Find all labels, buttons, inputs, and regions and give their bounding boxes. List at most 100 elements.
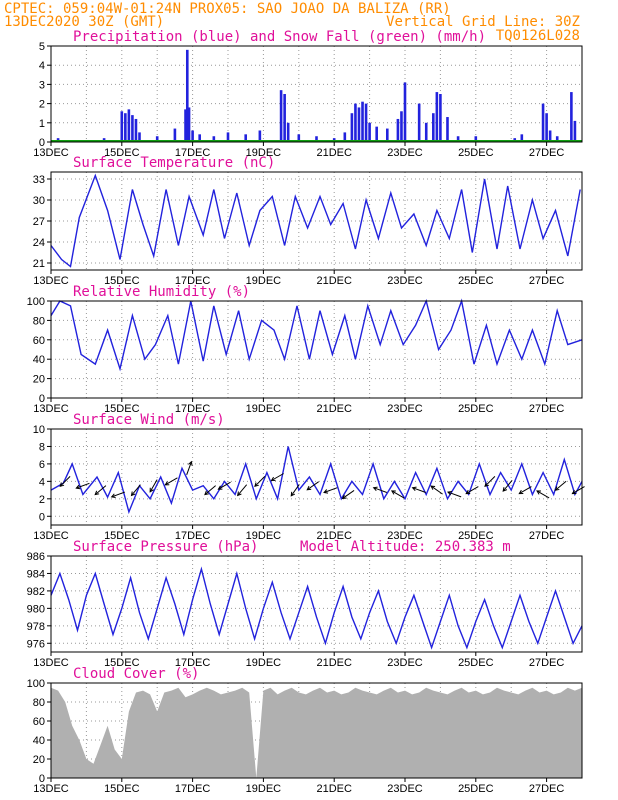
temp-line (50, 173, 581, 268)
precip-bar (400, 111, 403, 142)
wind-xtick-label: 27DEC (529, 530, 565, 542)
temp-xtick-label: 27DEC (529, 275, 565, 287)
cloud-ytick-label: 20 (33, 754, 45, 766)
wind-arrow-head (217, 485, 223, 490)
wind-arrow-head (518, 489, 524, 495)
pressure-xtick-label: 17DEC (175, 657, 211, 669)
wind-arrow-head (323, 489, 329, 494)
wind-arrow (391, 490, 405, 499)
wind-arrow-head (94, 490, 100, 496)
precip-bar (357, 107, 361, 142)
pressure-ytick-label: 980 (27, 603, 45, 615)
precip-bar (354, 103, 357, 142)
temp-ytick-label: 33 (33, 174, 45, 186)
rh-xtick-label: 27DEC (529, 403, 565, 415)
precip-bar (417, 103, 421, 142)
temp-xtick-label: 25DEC (458, 275, 494, 287)
temp-ytick-label: 30 (33, 195, 45, 207)
precip-xtick-label: 27DEC (529, 147, 565, 159)
precip-bar (131, 115, 134, 142)
precip-ytick-label: 0 (39, 137, 45, 149)
precip-title: Precipitation (blue) and Snow Fall (gree… (73, 29, 486, 45)
pressure-line (50, 566, 583, 650)
precip-bar (283, 94, 286, 142)
precip-xtick-label: 15DEC (104, 147, 140, 159)
pressure-ytick-label: 982 (27, 586, 45, 598)
rh-xtick-label: 13DEC (33, 403, 69, 415)
cloud-xtick-label: 23DEC (387, 783, 423, 795)
wind-arrow-head (254, 482, 259, 488)
wind-xtick-label: 13DEC (33, 530, 69, 542)
wind-arrow-head (130, 491, 136, 497)
rh-frame (50, 300, 583, 399)
wind-arrow (254, 476, 266, 487)
precip-bar (456, 136, 460, 142)
rh-ytick-label: 0 (39, 393, 45, 405)
precip-frame (50, 45, 583, 143)
wind-ytick-label: 8 (39, 441, 45, 453)
temp-xtick-label: 21DEC (316, 275, 352, 287)
precip-bar (548, 130, 552, 142)
pressure-ytick-label: 976 (27, 638, 45, 650)
wind-frame (50, 428, 583, 526)
precip-bar (120, 111, 124, 142)
precip-bar (396, 118, 400, 142)
temp-xtick-label: 19DEC (246, 275, 282, 287)
wind-arrow-head (110, 493, 116, 498)
temp-xtick-label: 15DEC (104, 275, 140, 287)
wind-xtick-label: 23DEC (387, 530, 423, 542)
wind-arrow-head (390, 490, 396, 495)
wind-arrow-head (536, 490, 542, 495)
wind-arrow-head (430, 485, 436, 490)
wind-arrow (536, 490, 550, 499)
precip-bar (520, 134, 524, 142)
rh-ytick-label: 80 (33, 315, 45, 327)
wind-arrow (323, 487, 338, 493)
cloud-ytick-label: 0 (39, 773, 45, 785)
precip-bar (424, 122, 428, 142)
wind-arrow (111, 491, 126, 498)
wind-ytick-label: 10 (33, 424, 45, 436)
pressure-xtick-label: 19DEC (246, 657, 282, 669)
temp-xtick-label: 17DEC (175, 275, 211, 287)
wind-arrow (59, 476, 71, 487)
precip-bar (198, 134, 201, 142)
wind-arrow-head (306, 485, 312, 491)
wind-xtick-label: 17DEC (175, 530, 211, 542)
precip-bar (368, 122, 371, 142)
wind-arrow-head (411, 486, 417, 492)
wind-arrow (465, 486, 479, 495)
header-station-line: CPTEC: 059:04W-01:24N PROX05: SAO JOAO D… (4, 1, 451, 17)
cloud-ytick-label: 60 (33, 716, 45, 728)
wind-arrow-head (204, 490, 209, 496)
wind-arrow (218, 481, 231, 490)
precip-bar (361, 101, 364, 142)
pressure-xtick-label: 23DEC (387, 657, 423, 669)
temp-ytick-label: 27 (33, 216, 45, 228)
precip-bar (439, 94, 442, 142)
precip-xtick-label: 17DEC (175, 147, 211, 159)
precip-bar (226, 132, 230, 142)
wind-arrow-head (236, 491, 242, 497)
precip-bar (187, 107, 191, 142)
wind-arrow-head (372, 486, 378, 492)
pressure-xtick-label: 15DEC (104, 657, 140, 669)
cloud-title: Cloud Cover (%) (73, 666, 199, 682)
wind-arrow-head (149, 487, 154, 493)
cloud-ytick-label: 40 (33, 735, 45, 747)
precip-bar (446, 117, 449, 142)
wind-ytick-label: 4 (39, 476, 45, 488)
wind-arrow (484, 476, 496, 487)
wind-arrow (306, 481, 319, 491)
cloud-xtick-label: 13DEC (33, 783, 69, 795)
pressure-ytick-label: 978 (27, 621, 45, 633)
wind-ytick-label: 6 (39, 459, 45, 471)
wind-arrow-head (502, 487, 508, 492)
header-date: 13DEC2020 30Z (GMT) (4, 14, 164, 30)
precip-bar (435, 92, 439, 142)
pressure-frame (50, 555, 583, 653)
rh-xtick-label: 21DEC (316, 403, 352, 415)
